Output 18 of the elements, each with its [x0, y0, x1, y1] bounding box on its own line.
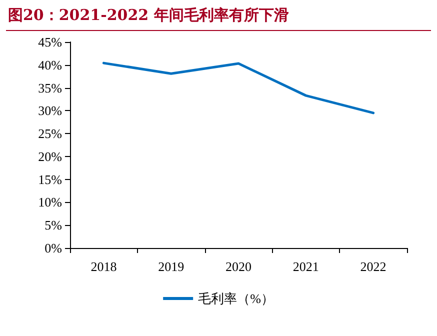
legend-label: 毛利率（%） — [198, 291, 274, 306]
y-tick-label: 40% — [38, 57, 62, 72]
y-tick-label: 0% — [44, 240, 62, 256]
x-tick-label: 2021 — [292, 259, 319, 274]
y-tick-label: 30% — [38, 103, 62, 118]
y-tick-label: 5% — [44, 218, 62, 233]
x-tick-label: 2020 — [226, 259, 252, 274]
y-tick-label: 35% — [38, 80, 62, 96]
line-series — [102, 62, 375, 114]
y-tick-label: 15% — [38, 172, 62, 187]
x-tick-label: 2022 — [360, 259, 386, 274]
y-tick-label: 25% — [38, 126, 62, 142]
chart-title: 图20：2021-2022 年间毛利率有所下滑 — [8, 6, 289, 25]
y-tick-label: 20% — [38, 148, 62, 164]
y-tick-label: 45% — [38, 34, 62, 50]
x-tick-label: 2019 — [158, 259, 184, 274]
y-tick-label: 10% — [38, 194, 62, 210]
x-tick-label: 2018 — [90, 259, 117, 274]
